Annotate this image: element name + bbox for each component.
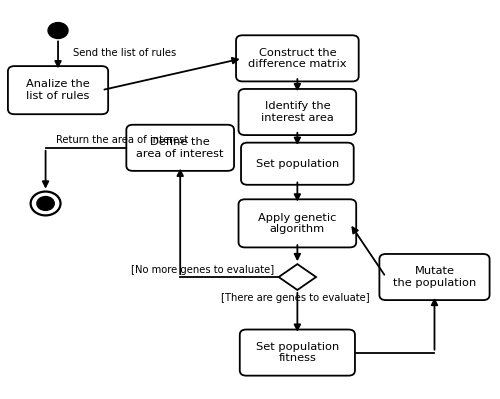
Circle shape (48, 23, 68, 38)
Polygon shape (278, 264, 316, 290)
Text: Set population
fitness: Set population fitness (256, 342, 339, 363)
FancyBboxPatch shape (240, 330, 355, 375)
Text: Send the list of rules: Send the list of rules (73, 48, 176, 58)
Text: [No more genes to evaluate]: [No more genes to evaluate] (130, 265, 274, 275)
FancyBboxPatch shape (126, 125, 234, 171)
Text: Apply genetic
algorithm: Apply genetic algorithm (258, 213, 336, 234)
Text: Define the
area of interest: Define the area of interest (136, 137, 224, 159)
Text: Mutate
the population: Mutate the population (393, 266, 476, 288)
FancyBboxPatch shape (380, 254, 490, 300)
FancyBboxPatch shape (236, 35, 358, 81)
FancyBboxPatch shape (8, 66, 108, 114)
Text: Construct the
difference matrix: Construct the difference matrix (248, 47, 346, 69)
Text: Return the area of interest: Return the area of interest (56, 134, 188, 144)
FancyBboxPatch shape (238, 89, 356, 135)
Text: [There are genes to evaluate]: [There are genes to evaluate] (220, 293, 369, 303)
Circle shape (37, 197, 54, 210)
Text: Identify the
interest area: Identify the interest area (261, 101, 334, 123)
FancyBboxPatch shape (238, 200, 356, 247)
FancyBboxPatch shape (241, 142, 354, 185)
Text: Analize the
list of rules: Analize the list of rules (26, 79, 90, 101)
Text: Set population: Set population (256, 159, 339, 169)
